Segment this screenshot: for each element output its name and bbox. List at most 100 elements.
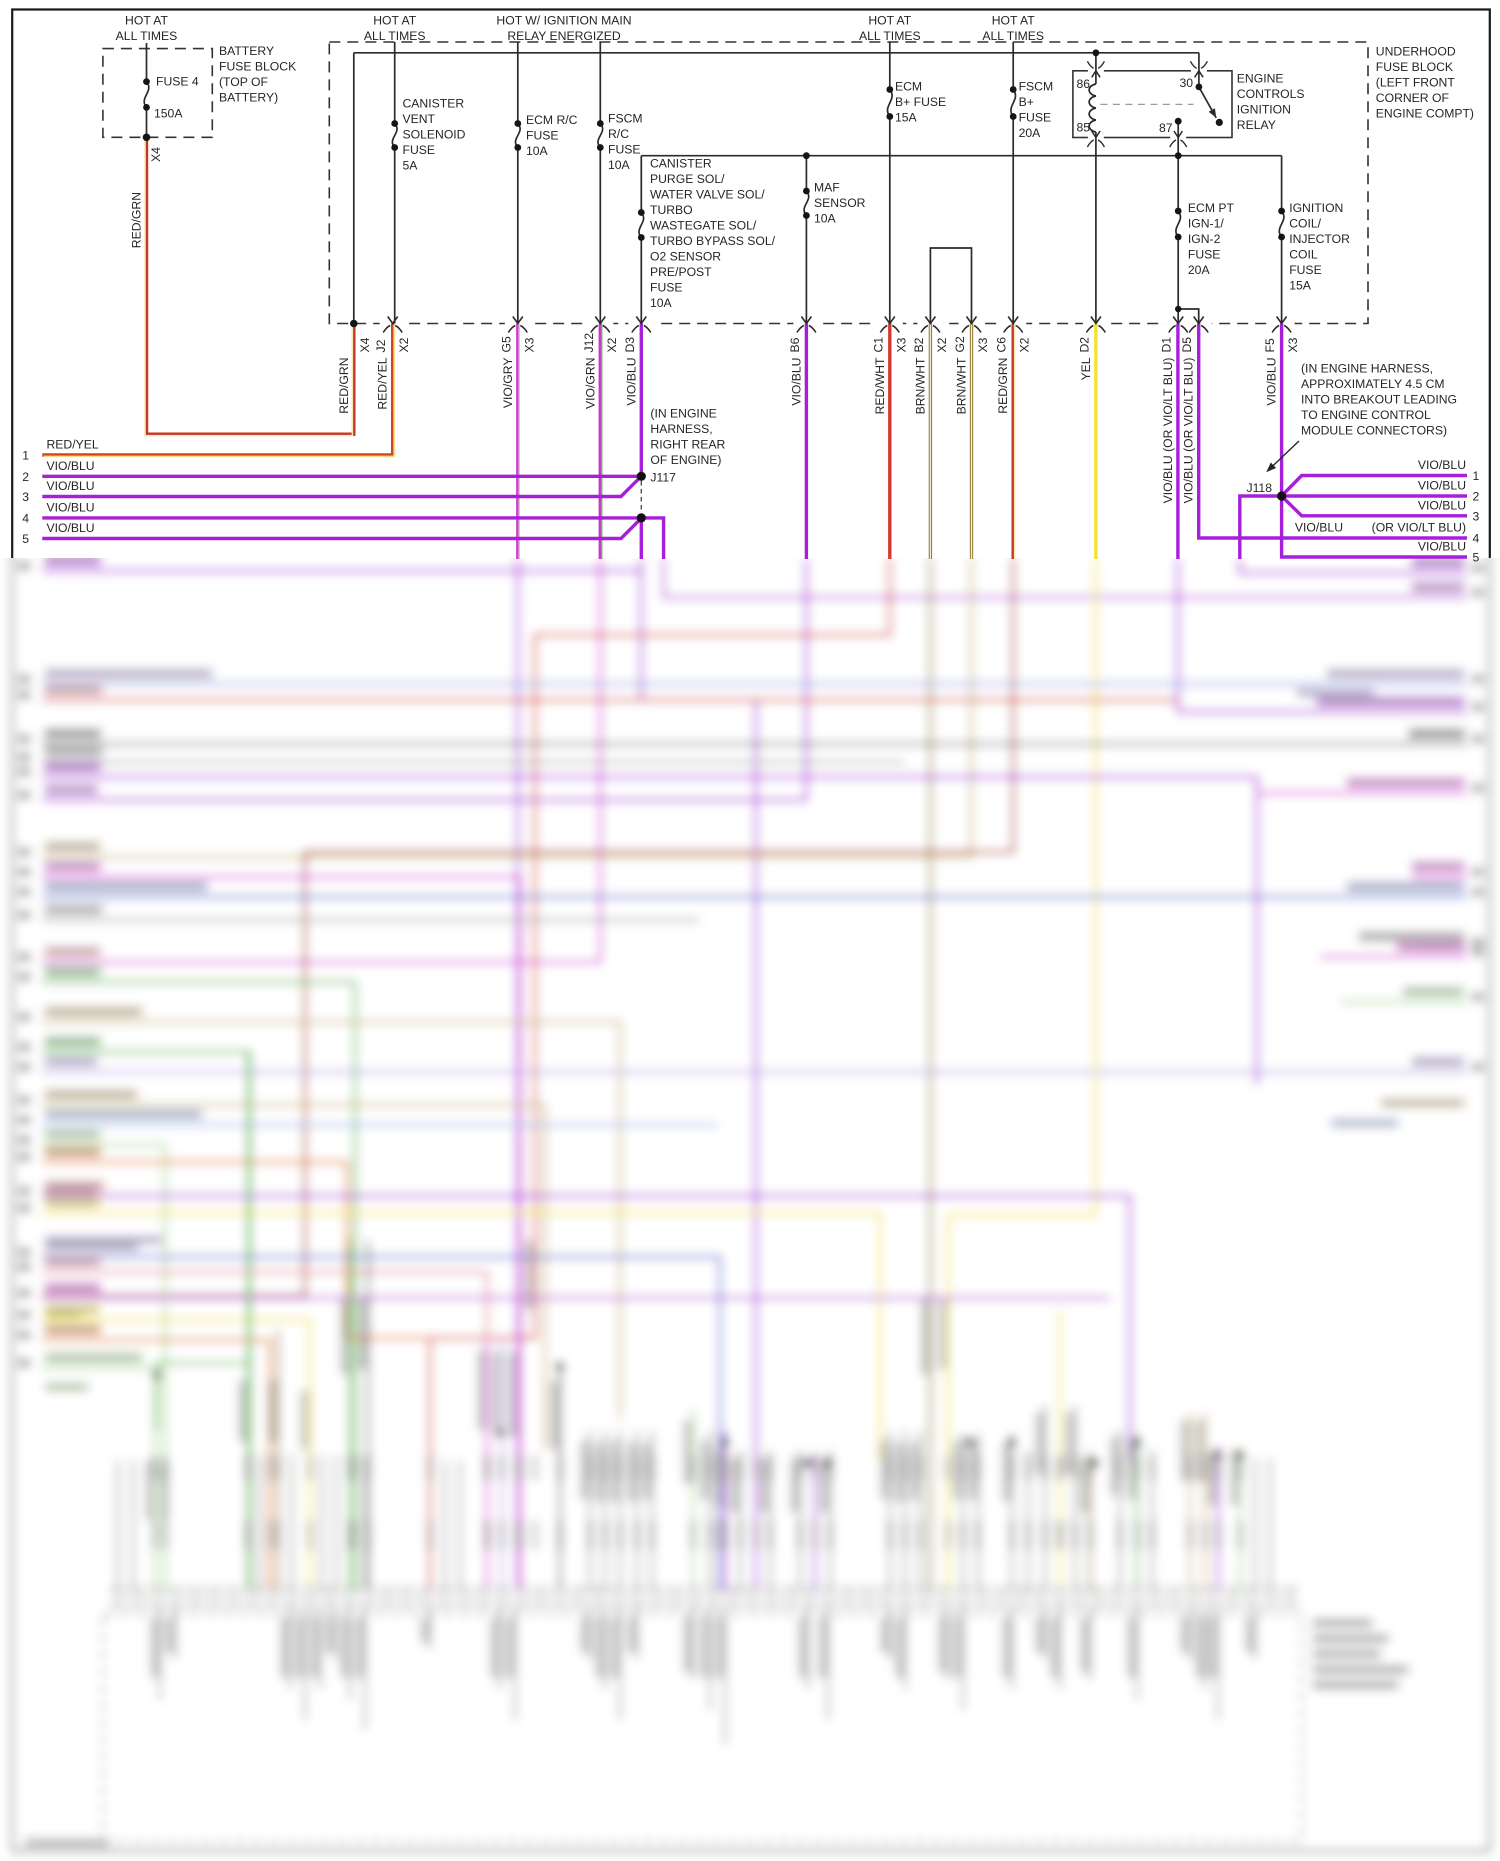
relay-terminal-arrow (1194, 69, 1204, 78)
harness-connector-arrow (387, 316, 399, 325)
canister-purge-fuse-label-1: CANISTER (650, 157, 712, 171)
canister-purge-fuse-label-6: TURBO BYPASS SOL/ (650, 234, 776, 248)
pin-label-d5: D5 (1180, 337, 1194, 353)
j117-note-1: (IN ENGINE (650, 407, 716, 421)
harness-connector-arrow (635, 316, 647, 325)
relay-terminal-arc (1169, 139, 1177, 148)
junction-dot (1215, 118, 1223, 126)
junction-dot (1278, 233, 1285, 241)
relay-label-1: ENGINE (1237, 72, 1284, 86)
harness-connector-arc (643, 324, 652, 333)
ign-coil-fuse-label-5: FUSE (1289, 263, 1322, 277)
underhood-block-label-1: UNDERHOOD (1376, 45, 1456, 59)
right-row-2-num: 2 (1473, 490, 1480, 504)
ecm-pt-ign-fuse-label-5: 20A (1188, 263, 1211, 277)
wire-color-label-brn-wht-g2: BRN/WHT (955, 357, 969, 414)
power-label-ign-main-2: RELAY ENERGIZED (507, 29, 621, 43)
underhood-block-label-2: FUSE BLOCK (1376, 60, 1453, 74)
harness-connector-arc (631, 324, 640, 333)
splice-dot (1277, 491, 1287, 501)
frame-border (11, 8, 1491, 558)
ecm-b-fuse-label-2: B+ FUSE (895, 95, 946, 109)
wire-color-label-vio-blu-d1: VIO/BLU (OR VIO/LT BLU) (1161, 358, 1175, 504)
pin-label-x4-battery: X4 (149, 147, 163, 162)
power-label-fscm-b-2: ALL TIMES (982, 29, 1044, 43)
wire-row5 (42, 519, 641, 541)
j118-note-arrow (1268, 440, 1300, 471)
right-row-1-color: VIO/BLU (1418, 458, 1466, 472)
relay-terminal-arc (1189, 60, 1198, 69)
junction-dot (1092, 49, 1100, 57)
canister-purge-fuse-label-3: WATER VALVE SOL/ (650, 188, 765, 202)
fscm-b-fuse-label-1: FSCM (1019, 80, 1054, 94)
canister-purge-fuse-label-7: O2 SENSOR (650, 250, 721, 264)
ecm-pt-ign-fuse-label-3: IGN-2 (1188, 232, 1221, 246)
wire-red-grn-battery (144, 137, 356, 436)
relay-terminal-arrow (1091, 69, 1101, 78)
junction-dot (637, 234, 645, 241)
harness-connector-arc (1085, 324, 1094, 333)
relay-box (1072, 70, 1233, 139)
pin-label-b2: B2 (912, 337, 926, 352)
fscm-rc-fuse-label-1: FSCM (608, 112, 643, 126)
harness-connector-arc (590, 324, 599, 333)
maf-fuse-label-3: 10A (814, 212, 837, 226)
harness-connector-arrow (1172, 316, 1184, 325)
jog-d5 (1178, 308, 1200, 324)
right-row-4-num: 4 (1473, 532, 1480, 546)
wire-color-label-vio-grn-j12: VIO/GRN (583, 358, 597, 409)
fscm-rc-fuse-label-3: FUSE (608, 143, 641, 157)
pin-label-x2-c6: X2 (1018, 337, 1032, 352)
canister-vent-fuse-label-1: CANISTER (403, 97, 465, 111)
relay-label-4: RELAY (1237, 118, 1276, 132)
wire-color-label-red-grn-c6: RED/GRN (996, 357, 1010, 413)
harness-connector-arrow (965, 316, 978, 325)
j117-note-4: OF ENGINE) (650, 453, 721, 467)
battery-fuse-block-box (102, 47, 214, 139)
junction-dot (886, 86, 894, 93)
junction-dot (1009, 86, 1017, 93)
ecm-pt-ign-fuse-label-1: ECM PT (1188, 201, 1235, 215)
harness-connector-arc (961, 324, 970, 333)
ecm-b-fuse-label-3: 15A (895, 111, 918, 125)
junction-dot (391, 144, 399, 151)
relay-pin-86: 86 (1076, 77, 1090, 91)
power-label-ecm-b-1: HOT AT (868, 14, 911, 28)
right-row-3-color: VIO/BLU (1418, 498, 1466, 512)
wire-color-label-yel-d2: YEL (1079, 357, 1093, 380)
ecm-rc-fuse-label-2: FUSE (526, 129, 559, 143)
canister-purge-fuse-label-10: 10A (650, 296, 673, 310)
wire-color-label-red-yel-j2: RED/YEL (376, 357, 390, 409)
harness-connector-arc (808, 324, 817, 333)
right-row-4-color-b: (OR VIO/LT BLU) (1372, 521, 1466, 535)
ecm-pt-ign-fuse-label-4: FUSE (1188, 248, 1221, 262)
right-row-5-num: 5 (1473, 551, 1480, 565)
canister-purge-fuse-label-5: WASTEGATE SOL/ (650, 219, 757, 233)
harness-connector-arrow (1090, 316, 1102, 325)
canister-vent-fuse-label-5: 5A (403, 159, 419, 173)
maf-fuse-label-1: MAF (814, 181, 840, 195)
harness-connector-arc (891, 324, 900, 333)
j118-note-2: APPROXIMATELY 4.5 CM (1301, 377, 1445, 391)
canister-vent-fuse-label-2: VENT (403, 112, 436, 126)
pin-label-g2: G2 (953, 336, 967, 352)
power-label-fscm-b-1: HOT AT (992, 14, 1035, 28)
blur-wash (0, 558, 1500, 1861)
harness-connector-arc (920, 324, 929, 333)
power-label-battery-2: ALL TIMES (116, 29, 178, 43)
right-row-5-color: VIO/BLU (1418, 540, 1466, 554)
harness-connector-arc (519, 324, 528, 333)
wire-red-grn-battery-stripe (144, 138, 354, 437)
pin-label-x4: X4 (358, 337, 372, 352)
harness-connector-arc (1188, 324, 1197, 333)
underhood-block-label-3: (LEFT FRONT (1376, 76, 1456, 90)
underhood-block-label-4: CORNER OF (1376, 91, 1449, 105)
wire-color-label-vio-blu-b6: VIO/BLU (789, 358, 803, 406)
junction-dot (143, 104, 150, 111)
harness-connector-arc (1003, 324, 1012, 333)
wire-j117-branch (643, 516, 666, 559)
harness-connector-arc (602, 324, 611, 333)
canister-purge-fuse-label-4: TURBO (650, 203, 693, 217)
